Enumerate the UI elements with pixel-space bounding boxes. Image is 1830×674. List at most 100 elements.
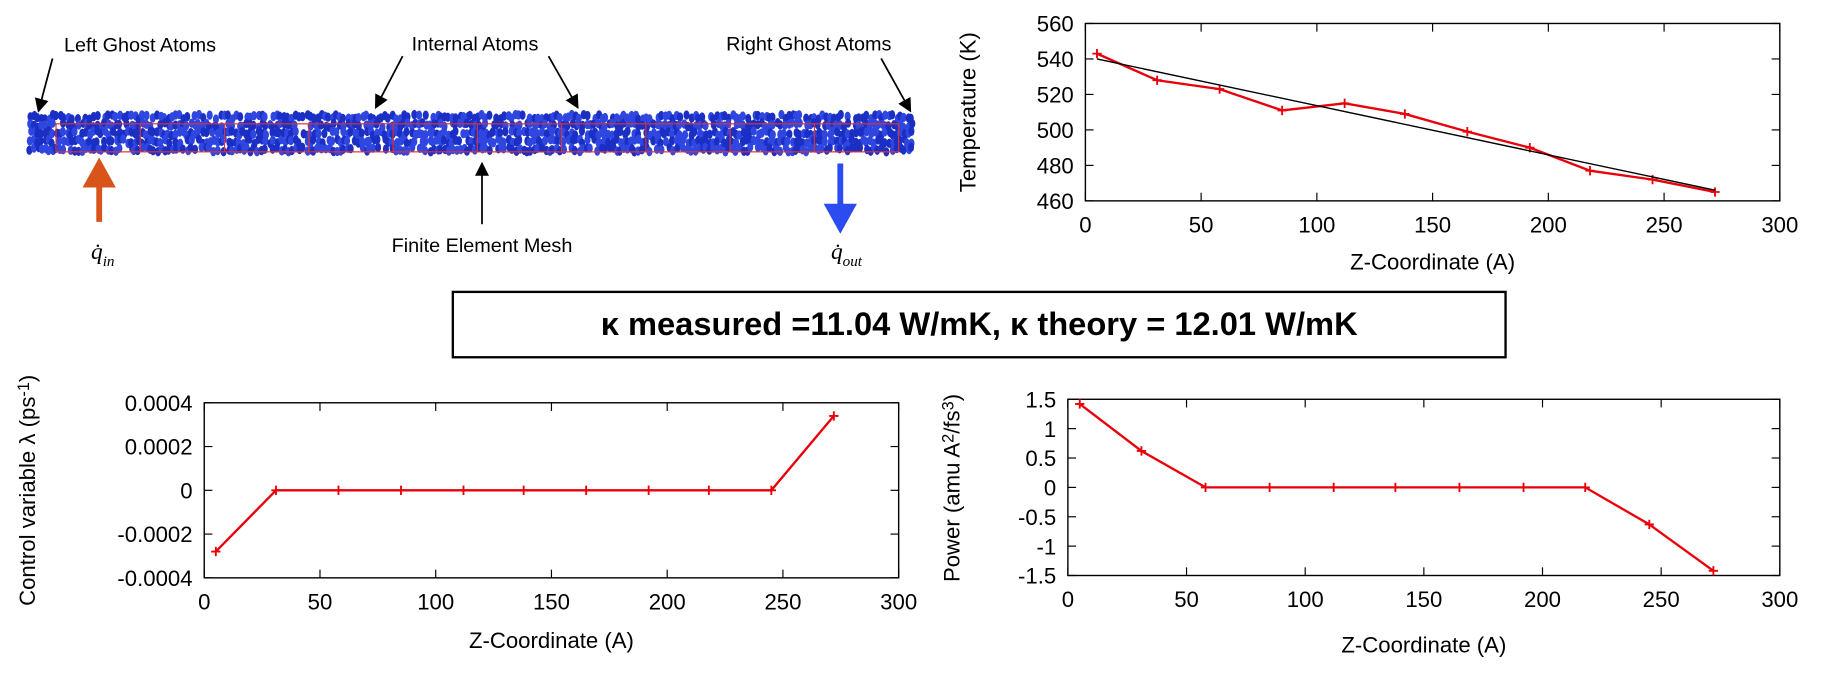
atom <box>183 121 190 131</box>
atom <box>209 127 216 137</box>
atom <box>299 111 306 122</box>
x-tick-label: 150 <box>533 589 570 614</box>
y-tick-label: -0.0002 <box>117 522 192 547</box>
symbol: q̇ <box>831 239 843 265</box>
y-tick-label: 1.5 <box>1025 387 1056 412</box>
point-marker <box>1710 187 1720 197</box>
atom <box>466 110 473 121</box>
atom <box>205 142 212 153</box>
atom <box>184 112 191 122</box>
x-tick-label: 250 <box>1646 212 1683 237</box>
y-tick-label: 0.0004 <box>125 391 193 416</box>
atom <box>845 118 852 128</box>
atom <box>668 136 676 146</box>
atom <box>422 110 429 120</box>
atom <box>578 126 585 136</box>
atom <box>153 127 161 137</box>
atom <box>549 126 556 136</box>
atom <box>669 129 676 139</box>
atom <box>818 143 825 154</box>
atom <box>658 144 665 155</box>
fe-mesh <box>55 123 900 153</box>
atom <box>404 118 411 128</box>
atom <box>796 129 803 140</box>
atom <box>739 120 747 130</box>
point-marker <box>1644 519 1654 530</box>
y-tick-label: -0.0004 <box>117 566 192 591</box>
y-tick-label: 520 <box>1037 83 1074 108</box>
atom <box>134 145 141 156</box>
y-tick-label: -1.5 <box>1018 564 1056 589</box>
atom <box>534 143 541 154</box>
y-tick-label: 1 <box>1044 417 1056 442</box>
atom <box>384 113 391 123</box>
atom <box>617 126 624 137</box>
atom <box>803 138 810 148</box>
point-marker <box>1075 399 1085 409</box>
atom <box>60 144 67 155</box>
atom <box>856 143 864 153</box>
atom <box>855 120 862 130</box>
series-line <box>214 415 835 553</box>
atom <box>318 144 325 154</box>
atom <box>333 127 340 137</box>
atom <box>863 127 870 137</box>
atom <box>321 128 328 139</box>
point-marker <box>1462 127 1472 137</box>
atom <box>613 113 620 123</box>
label-part: Control variable λ (ps <box>15 397 40 606</box>
atom <box>262 121 269 131</box>
atom <box>59 118 67 128</box>
atom <box>134 127 141 137</box>
atom <box>198 142 205 152</box>
atom-chain <box>26 109 916 157</box>
atom <box>624 126 631 136</box>
atom <box>571 145 578 156</box>
label-part: ) <box>15 375 40 382</box>
atom <box>579 143 586 154</box>
atom <box>501 111 508 121</box>
atom <box>45 145 52 156</box>
point-marker <box>829 411 839 421</box>
point-marker <box>1400 109 1410 119</box>
atom <box>101 118 108 128</box>
atom <box>493 120 500 130</box>
atom <box>628 110 635 121</box>
atom <box>440 135 447 145</box>
banner: κ measured =11.04 W/mK, κ theory = 12.01… <box>601 305 1358 342</box>
x-tick-label: 300 <box>1761 587 1798 612</box>
atom <box>339 113 346 124</box>
point-marker <box>1200 482 1211 493</box>
atom <box>116 143 123 153</box>
atom <box>572 134 579 144</box>
atom <box>206 110 213 120</box>
atom <box>882 110 889 120</box>
atom <box>702 121 709 131</box>
atom <box>706 129 713 139</box>
atom <box>347 144 354 154</box>
point-marker <box>1152 75 1162 85</box>
x-tick-label: 250 <box>1643 587 1680 612</box>
atom <box>747 142 754 152</box>
x-tick-label: 200 <box>1524 587 1561 612</box>
atom <box>541 135 549 146</box>
atom <box>262 136 269 146</box>
atom <box>713 136 720 147</box>
atom <box>814 119 821 130</box>
atom <box>78 137 86 148</box>
atom <box>104 110 111 120</box>
pointer-arrows <box>34 55 912 225</box>
atom <box>329 136 336 146</box>
atom <box>750 126 757 136</box>
atom <box>318 120 325 130</box>
atom <box>602 112 609 123</box>
atom <box>217 128 224 138</box>
point-marker <box>766 485 777 495</box>
atom <box>287 135 294 146</box>
point-marker <box>1518 482 1529 493</box>
atom <box>564 121 571 131</box>
atom <box>516 135 523 145</box>
atom <box>486 145 493 155</box>
atom <box>396 128 403 139</box>
atom <box>237 112 244 122</box>
